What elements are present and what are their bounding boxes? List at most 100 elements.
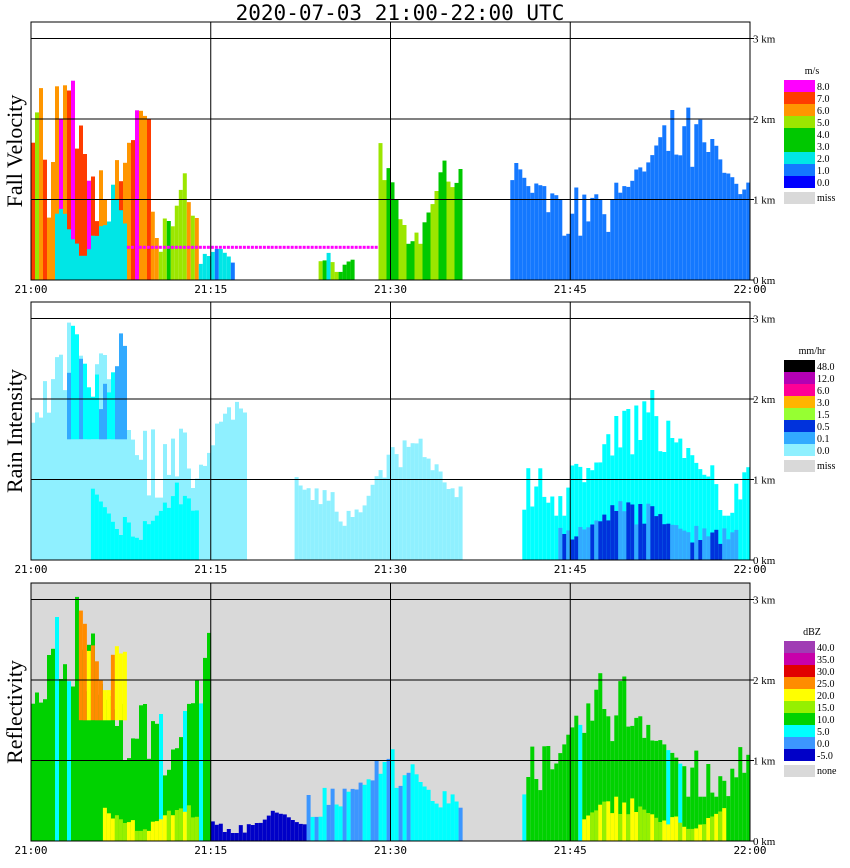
data-cell — [706, 152, 711, 280]
colorbar-label: 1.5 — [817, 410, 830, 421]
data-cell — [214, 245, 218, 249]
data-cell — [162, 815, 167, 841]
data-cell — [358, 245, 362, 249]
data-cell — [662, 524, 667, 560]
data-cell — [658, 137, 663, 280]
data-cell — [386, 168, 391, 280]
data-cell — [254, 823, 259, 841]
data-cell — [330, 492, 335, 560]
data-cell — [714, 529, 719, 560]
data-cell — [562, 235, 567, 280]
data-cell — [91, 633, 95, 841]
colorbar-swatch — [784, 372, 815, 384]
data-cell — [362, 784, 367, 841]
data-cell — [606, 231, 611, 280]
data-cell — [286, 817, 291, 841]
colorbar-label: 0.0 — [817, 178, 830, 189]
data-cell — [318, 504, 323, 560]
data-cell — [182, 811, 187, 841]
data-cell — [402, 440, 407, 560]
data-cell — [430, 204, 435, 280]
data-cell — [598, 673, 603, 841]
data-cell — [338, 271, 343, 280]
colorbar-label: 6.0 — [817, 386, 830, 397]
data-cell — [594, 810, 599, 841]
data-cell — [106, 513, 111, 560]
data-cell — [418, 243, 423, 280]
data-cell — [606, 801, 611, 841]
data-cell — [554, 515, 559, 560]
data-cell — [646, 724, 651, 841]
data-cell — [638, 806, 643, 841]
y-axis-label: Rain Intensity — [2, 369, 27, 493]
data-cell — [382, 477, 387, 560]
data-cell — [75, 334, 79, 440]
data-cell — [586, 468, 591, 560]
data-cell — [198, 245, 202, 249]
data-cell — [258, 822, 263, 841]
data-cell — [35, 112, 39, 281]
data-cell — [526, 777, 531, 841]
data-cell — [658, 451, 663, 560]
data-cell — [55, 357, 59, 560]
data-cell — [99, 683, 103, 841]
data-cell — [634, 812, 639, 841]
data-cell — [366, 245, 370, 249]
data-cell — [674, 442, 679, 560]
data-cell — [190, 510, 195, 560]
data-cell — [294, 822, 299, 841]
data-cell — [646, 162, 651, 280]
data-cell — [670, 438, 675, 560]
data-cell — [135, 738, 139, 841]
data-cell — [78, 610, 83, 721]
data-cell — [83, 417, 87, 560]
data-cell — [570, 213, 575, 280]
data-cell — [254, 245, 258, 249]
data-cell — [194, 245, 198, 249]
data-cell — [154, 238, 159, 280]
data-cell — [710, 532, 715, 560]
data-cell — [158, 245, 162, 249]
data-cell — [662, 744, 667, 841]
data-cell — [206, 245, 210, 249]
data-cell — [39, 702, 43, 841]
data-cell — [250, 825, 255, 841]
colorbar-swatch — [784, 665, 815, 677]
data-cell — [598, 521, 603, 560]
data-cell — [402, 775, 407, 841]
data-cell — [514, 163, 519, 280]
time-tick-label: 21:45 — [554, 563, 587, 576]
time-tick-label: 22:00 — [733, 283, 766, 296]
data-cell — [107, 392, 111, 440]
data-cell — [174, 245, 178, 249]
data-cell — [226, 829, 231, 841]
data-cell — [314, 816, 319, 841]
data-cell — [178, 504, 183, 560]
data-cell — [434, 191, 439, 280]
data-cell — [163, 775, 167, 841]
colorbar-label: 30.0 — [817, 667, 835, 678]
data-cell — [562, 534, 567, 560]
data-cell — [290, 820, 295, 841]
data-cell — [650, 390, 655, 560]
data-cell — [166, 221, 171, 280]
data-cell — [51, 648, 55, 841]
data-cell — [274, 812, 279, 841]
data-cell — [606, 434, 611, 560]
data-cell — [454, 182, 459, 280]
data-cell — [706, 818, 711, 841]
colorbar-label: miss — [817, 461, 835, 472]
data-cell — [122, 517, 127, 560]
data-cell — [710, 816, 715, 841]
data-cell — [282, 814, 287, 841]
data-cell — [334, 271, 339, 280]
colorbar-label: 0.5 — [817, 422, 830, 433]
data-cell — [223, 413, 227, 560]
data-cell — [702, 528, 707, 560]
data-cell — [674, 757, 679, 841]
data-cell — [738, 747, 743, 841]
data-cell — [598, 199, 603, 280]
data-cell — [103, 699, 107, 841]
data-cell — [139, 110, 143, 280]
data-cell — [714, 813, 719, 841]
